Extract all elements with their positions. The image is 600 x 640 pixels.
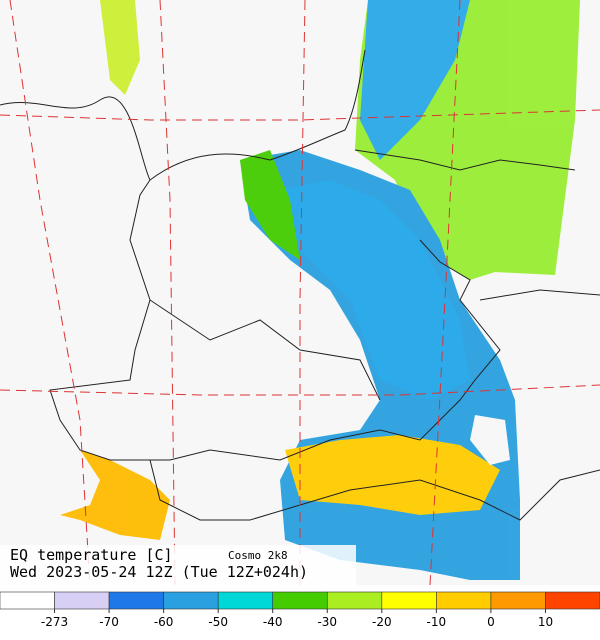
- tick-label: -10: [427, 615, 447, 629]
- tick-label: -20: [372, 615, 392, 629]
- color-bin: [54, 591, 110, 610]
- field-north: [100, 0, 140, 95]
- lon-line: [9, 0, 91, 586]
- model-name: Cosmo 2k8: [228, 549, 288, 562]
- lon-line: [159, 0, 176, 586]
- field-blue-center: [280, 180, 470, 400]
- color-bin: [217, 591, 274, 610]
- graticule: [0, 0, 600, 586]
- color-bin: [545, 591, 600, 610]
- color-bin: [272, 591, 328, 610]
- tick-label: -70: [99, 615, 119, 629]
- field-alps: [60, 450, 170, 540]
- border-line-5: [479, 289, 600, 301]
- borders: [0, 49, 600, 521]
- color-bin: [381, 591, 437, 610]
- tick-label: 0: [487, 615, 495, 629]
- color-bin: [490, 591, 546, 610]
- field-yellow: [285, 435, 500, 515]
- tick-label: -30: [317, 615, 337, 629]
- field-blue: [360, 0, 470, 160]
- lon-line: [429, 0, 461, 586]
- color-bin: [0, 591, 55, 610]
- clear-patch: [470, 415, 510, 465]
- tick-label: 10: [538, 615, 553, 629]
- color-bin: [108, 591, 164, 610]
- lat-line: [0, 109, 600, 121]
- border-line-2: [354, 149, 576, 171]
- border-line: [0, 96, 501, 461]
- cloud-fields: [60, 0, 580, 580]
- tick-label: -60: [154, 615, 174, 629]
- field-green-west: [240, 150, 300, 260]
- color-bin: [163, 591, 219, 610]
- lat-line: [0, 384, 600, 396]
- title-box: [0, 545, 356, 585]
- border-line-3: [149, 299, 381, 401]
- border-line-4: [149, 459, 600, 521]
- color-bin: [326, 591, 383, 610]
- tick-label: -40: [263, 615, 283, 629]
- colorbar: -273 -70 -60 -50 -40 -30 -20 -10 0 10: [0, 591, 600, 629]
- product-title: EQ temperature [C]: [10, 546, 173, 564]
- tick-label: -50: [208, 615, 228, 629]
- time-title: Wed 2023-05-24 12Z (Tue 12Z+024h): [10, 563, 308, 581]
- color-bin: [436, 591, 492, 610]
- tick-label: -273: [41, 615, 68, 629]
- coast-line: [149, 49, 366, 181]
- lon-line: [299, 0, 306, 585]
